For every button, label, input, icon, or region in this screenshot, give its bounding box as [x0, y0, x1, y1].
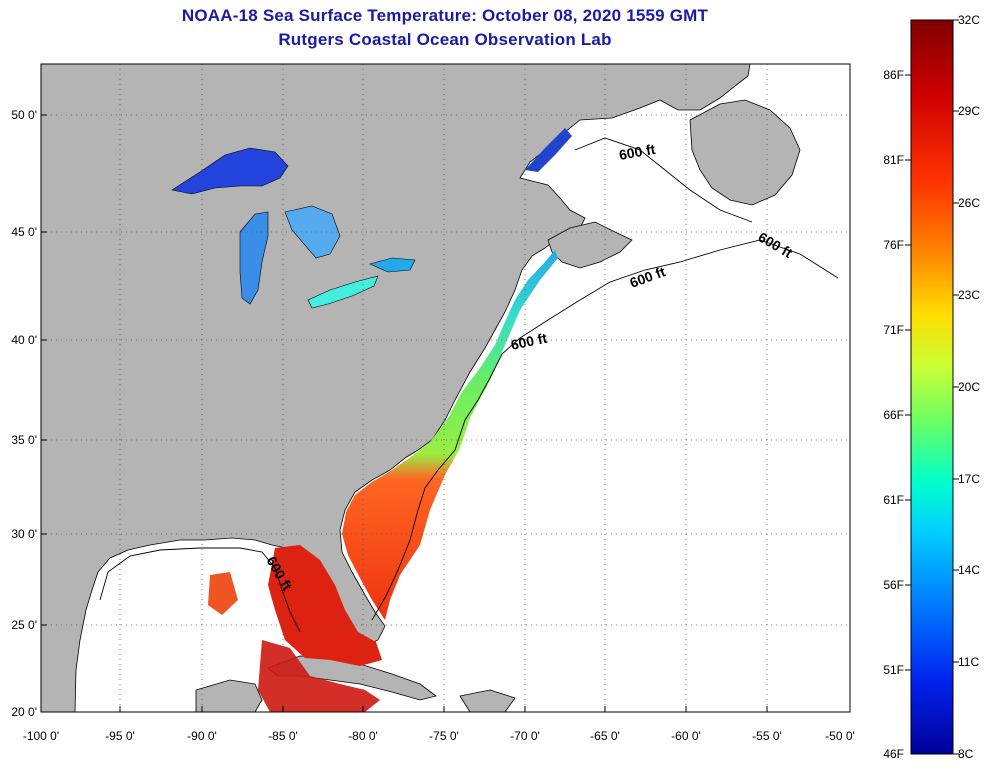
isobath-600ft — [371, 239, 839, 621]
fahrenheit-label: 81F — [883, 153, 904, 167]
lake-michigan — [239, 211, 269, 305]
caribbean-sst-warm — [258, 640, 380, 712]
isobath-600ft-gulf — [99, 547, 301, 633]
lon-label: -90 0' — [187, 729, 217, 743]
colorbar-celsius-labels: 32C 29C 26C 23C 20C 17C 14C 11C 8C — [958, 13, 980, 761]
lon-label: -70 0' — [510, 729, 540, 743]
lon-label: -85 0' — [268, 729, 298, 743]
colorbar-fahrenheit-labels: 86F 81F 76F 71F 66F 61F 56F 51F 46F — [883, 68, 904, 761]
gulf-sst-patch — [208, 572, 238, 615]
gulf-sst-warm — [268, 545, 382, 666]
celsius-label: 17C — [958, 472, 980, 486]
land-newfoundland — [689, 99, 801, 206]
lon-label: -55 0' — [752, 729, 782, 743]
contour-label-1: 600 ft — [618, 141, 657, 163]
lake-erie — [307, 275, 379, 309]
st-lawrence-sst — [525, 128, 572, 172]
axis-ticks — [40, 114, 851, 713]
contour-label-4: 600 ft — [509, 330, 548, 353]
lon-label: -100 0' — [23, 729, 59, 743]
lon-label: -60 0' — [671, 729, 701, 743]
lat-label: 20 0' — [11, 705, 37, 719]
lon-label: -50 0' — [825, 729, 855, 743]
fahrenheit-label: 86F — [883, 68, 904, 82]
map-title: NOAA-18 Sea Surface Temperature: October… — [181, 6, 709, 25]
map-subtitle: Rutgers Coastal Ocean Observation Lab — [278, 30, 612, 49]
land-hispaniola — [459, 689, 516, 712]
celsius-label: 23C — [958, 288, 980, 302]
lat-label: 35 0' — [11, 433, 37, 447]
graticule — [41, 64, 850, 712]
fahrenheit-label: 56F — [883, 578, 904, 592]
coastal-sst-band — [342, 250, 558, 620]
land-nova-scotia — [547, 221, 633, 269]
fahrenheit-label: 71F — [883, 323, 904, 337]
colorbar — [910, 19, 954, 755]
celsius-label: 29C — [958, 104, 980, 118]
colorbar-ticks — [905, 19, 959, 755]
celsius-label: 32C — [958, 13, 980, 27]
celsius-label: 14C — [958, 563, 980, 577]
lat-label: 30 0' — [11, 527, 37, 541]
land-yucatan — [195, 679, 263, 712]
celsius-label: 8C — [958, 747, 974, 761]
fahrenheit-label: 61F — [883, 493, 904, 507]
fahrenheit-label: 46F — [883, 747, 904, 761]
celsius-label: 20C — [958, 380, 980, 394]
lon-label: -95 0' — [105, 729, 135, 743]
lake-huron — [284, 205, 341, 259]
lon-label: -80 0' — [348, 729, 378, 743]
map-frame — [40, 63, 851, 713]
longitude-labels: -100 0' -95 0' -90 0' -85 0' -80 0' -75 … — [23, 729, 855, 743]
lat-label: 50 0' — [11, 108, 37, 122]
celsius-label: 11C — [958, 655, 979, 669]
isobath-600ft-north — [574, 137, 753, 223]
lake-ontario — [369, 257, 416, 273]
lake-superior — [171, 147, 289, 195]
lon-label: -65 0' — [590, 729, 620, 743]
lat-label: 45 0' — [11, 225, 37, 239]
lat-label: 40 0' — [11, 333, 37, 347]
celsius-label: 26C — [958, 196, 980, 210]
fahrenheit-label: 76F — [883, 238, 904, 252]
latitude-labels: 50 0' 45 0' 40 0' 35 0' 30 0' 25 0' 20 0… — [11, 108, 37, 719]
lat-label: 25 0' — [11, 618, 37, 632]
fahrenheit-label: 66F — [883, 408, 904, 422]
fahrenheit-label: 51F — [883, 663, 904, 677]
lon-label: -75 0' — [429, 729, 459, 743]
